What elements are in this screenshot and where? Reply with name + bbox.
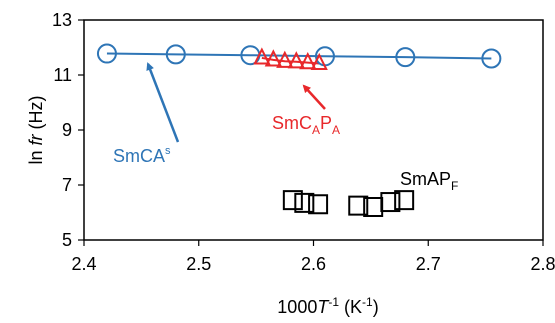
data-point-smcapa <box>287 51 305 69</box>
data-point-smcapa <box>253 47 271 65</box>
arrow-smcapa <box>302 84 326 110</box>
data-point-smapf <box>348 195 369 216</box>
x-tick-label: 2.7 <box>416 254 441 274</box>
data-point-smcapa <box>276 50 294 68</box>
y-tick-label: 9 <box>62 120 72 140</box>
data-point-smcapa <box>264 49 282 67</box>
trendline-smcapa <box>261 56 320 65</box>
data-point-smcas <box>395 47 416 68</box>
x-axis-title: 1000T-1 (K-1) <box>277 295 378 317</box>
y-tick-label: 13 <box>52 10 72 30</box>
y-tick-label: 11 <box>53 65 72 85</box>
x-tick-label: 2.4 <box>71 254 96 274</box>
y-axis-title-unit: (Hz) <box>26 95 46 134</box>
series-label-smcas-sup: s <box>165 145 171 157</box>
series-label-smcapa-sub1: A <box>312 123 320 137</box>
data-point-smapf <box>282 190 303 211</box>
data-point-smcas <box>96 43 117 64</box>
y-tick-label: 7 <box>62 175 72 195</box>
series-label-smcas-base: SmCA <box>113 146 165 166</box>
x-axis-title-main: 1000 <box>277 297 317 317</box>
data-point-smapf <box>380 192 401 213</box>
x-axis-title-unit-sup: -1 <box>362 295 373 309</box>
arrow-smcas <box>146 62 180 143</box>
x-axis-title-unit: (K <box>339 297 362 317</box>
x-axis-title-italic: T <box>317 297 330 317</box>
series-label-smapf-base: SmAP <box>400 169 451 189</box>
series-label-smcapa-base: SmC <box>272 113 312 133</box>
y-axis-title: ln fr (Hz) <box>26 95 46 164</box>
data-point-smapf <box>294 192 315 213</box>
series-label-smapf: SmAPF <box>400 169 458 193</box>
data-point-smcas <box>481 48 502 69</box>
data-point-smapf <box>394 190 415 211</box>
series-label-smcas: SmCAs <box>113 145 171 166</box>
x-axis-title-sup: -1 <box>328 295 339 309</box>
x-tick-label: 2.6 <box>301 254 326 274</box>
x-axis-title-close: ) <box>373 297 379 317</box>
data-point-smcapa <box>299 51 317 70</box>
trendline-smcas <box>106 52 492 60</box>
data-point-smcapa <box>310 52 328 71</box>
series-label-smcapa-mid: P <box>320 113 332 133</box>
series-label-smapf-sub: F <box>451 179 458 193</box>
series-label-smcapa-sub2: A <box>332 123 340 137</box>
x-tick-label: 2.5 <box>186 254 211 274</box>
data-point-smcas <box>165 44 186 65</box>
y-axis-title-main: ln <box>26 145 46 164</box>
y-tick-label: 5 <box>62 230 72 250</box>
data-point-smapf <box>308 194 329 215</box>
y-axis-title-italic: fr <box>26 133 46 145</box>
x-tick-label: 2.8 <box>530 254 555 274</box>
series-label-smcapa: SmCAPA <box>272 113 340 137</box>
